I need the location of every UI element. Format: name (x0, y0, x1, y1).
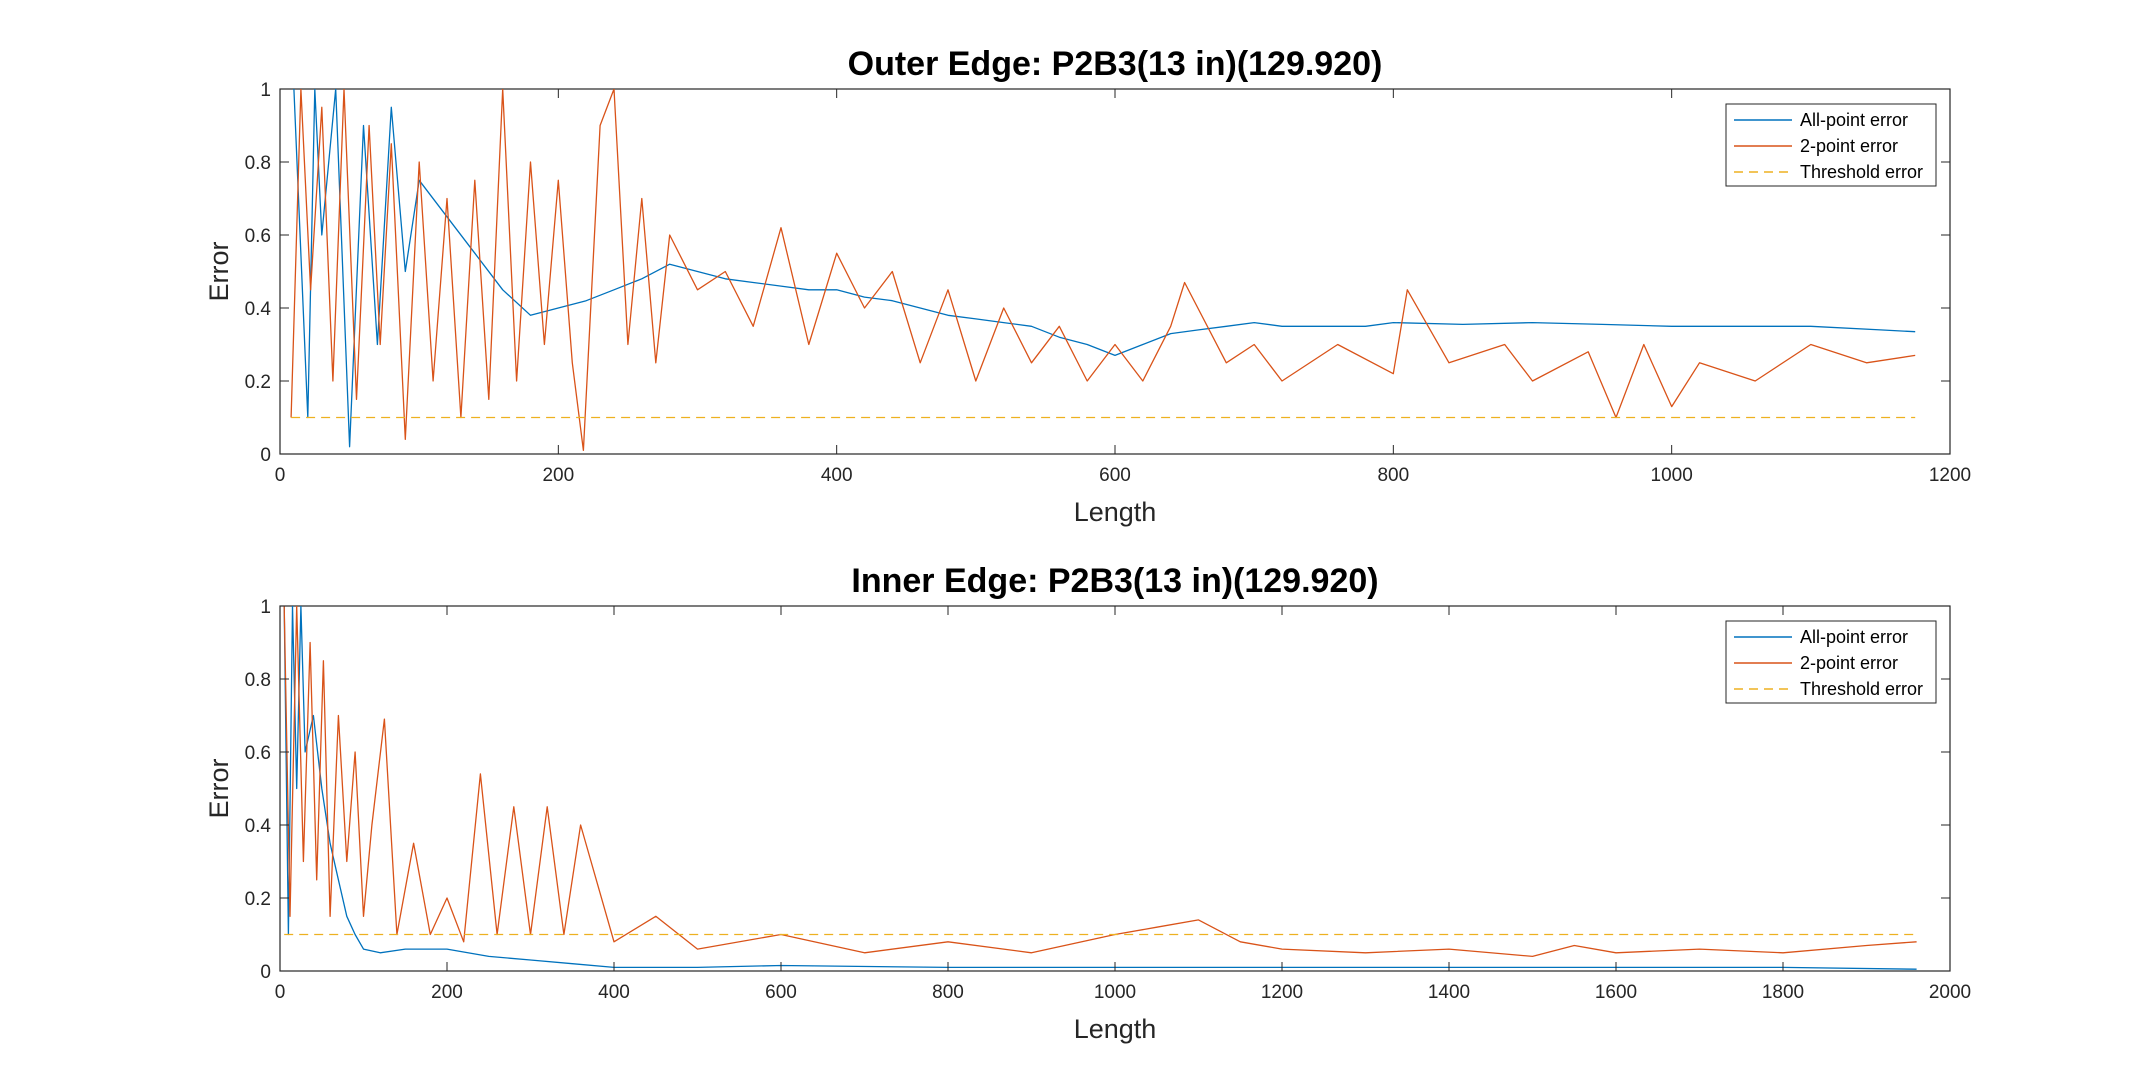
x-tick-label: 800 (1377, 465, 1409, 486)
legend-box (1725, 103, 1937, 187)
outer-edge-plot: Outer Edge: P2B3(13 in)(129.920) Length … (204, 45, 1971, 527)
plot-title: Outer Edge: P2B3(13 in)(129.920) (848, 45, 1383, 83)
x-tick-label: 200 (542, 465, 574, 486)
x-tick-label: 1200 (1929, 465, 1971, 486)
y-tick-label: 0.8 (245, 153, 271, 174)
legend: All-point error 2-point error Threshold er… (1725, 620, 1937, 704)
x-axis-label: Length (1074, 1014, 1157, 1044)
x-tick-label: 2000 (1929, 982, 1971, 1003)
x-tick-label: 1000 (1651, 465, 1693, 486)
legend-label: 2-point error (1800, 653, 1898, 673)
x-tick-label: 400 (821, 465, 853, 486)
y-tick-label: 0.4 (245, 299, 272, 320)
y-tick-label: 0.6 (245, 226, 271, 247)
legend-box (1725, 620, 1937, 704)
series-line-all-point-error (283, 606, 1917, 970)
y-tick-label: 0 (260, 445, 271, 466)
y-tick-label: 0.2 (245, 889, 271, 910)
axes-box (279, 88, 1951, 455)
x-tick-label: 800 (932, 982, 964, 1003)
series-line-2-point-error (283, 606, 1917, 958)
y-tick-label: 0.8 (245, 670, 271, 691)
x-axis-label: Length (1074, 497, 1157, 527)
series-line-all-point-error (293, 89, 1916, 448)
y-tick-label: 0.6 (245, 743, 271, 764)
plot-title: Inner Edge: P2B3(13 in)(129.920) (851, 562, 1378, 600)
inner-edge-plot: Inner Edge: P2B3(13 in)(129.920) Length … (204, 562, 1971, 1044)
legend-label: All-point error (1800, 627, 1908, 647)
ticks: 0 200 400 600 800 1000 1200 1400 1600 1800 2000 0 0.… (245, 597, 1972, 1003)
x-tick-label: 1200 (1261, 982, 1303, 1003)
legend-label: Threshold error (1800, 162, 1923, 182)
x-tick-label: 1400 (1428, 982, 1470, 1003)
ticks: 0 200 400 600 800 1000 1200 0 0.2 0.4 0.6 0.8 1 (245, 80, 1972, 486)
legend: All-point error 2-point error Threshold er… (1725, 103, 1937, 187)
series-group (290, 89, 1916, 452)
x-tick-label: 1600 (1595, 982, 1637, 1003)
y-axis-label: Error (204, 758, 234, 818)
y-tick-label: 0.4 (245, 816, 272, 837)
x-tick-label: 600 (765, 982, 797, 1003)
y-tick-label: 1 (260, 597, 271, 618)
y-tick-label: 0.2 (245, 372, 271, 393)
x-tick-label: 200 (431, 982, 463, 1003)
x-tick-label: 1000 (1094, 982, 1136, 1003)
y-tick-label: 0 (260, 962, 271, 983)
x-tick-label: 0 (275, 982, 286, 1003)
legend-label: 2-point error (1800, 136, 1898, 156)
series-line-2-point-error (290, 89, 1916, 452)
x-tick-label: 600 (1099, 465, 1131, 486)
x-tick-label: 1800 (1762, 982, 1804, 1003)
y-axis-label: Error (204, 241, 234, 301)
x-tick-label: 0 (275, 465, 286, 486)
y-tick-label: 1 (260, 80, 271, 101)
series-group (283, 606, 1917, 970)
legend-label: All-point error (1800, 110, 1908, 130)
legend-label: Threshold error (1800, 679, 1923, 699)
axes-box (279, 605, 1951, 972)
x-tick-label: 400 (598, 982, 630, 1003)
